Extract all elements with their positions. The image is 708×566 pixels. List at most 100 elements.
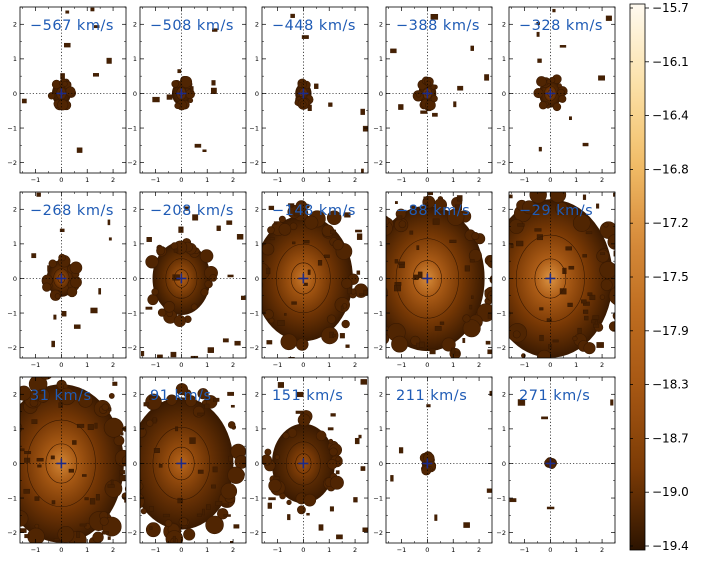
x-tick-label: −1	[397, 176, 407, 184]
x-tick-label: 2	[477, 361, 481, 369]
center-marker	[422, 458, 433, 469]
y-tick-label: 2	[13, 21, 17, 29]
y-tick-label: −1	[496, 494, 506, 502]
x-tick-label: −1	[273, 546, 283, 554]
y-tick-label: 1	[379, 425, 383, 433]
y-tick-label: 2	[13, 206, 17, 214]
y-tick-label: −1	[127, 494, 137, 502]
x-tick-label: 0	[59, 361, 63, 369]
channel-panel: −1 0 1 2 −2 −1 0 1 2 151 km/s	[249, 376, 369, 554]
y-tick-label: 2	[255, 206, 259, 214]
x-tick-label: 2	[231, 176, 235, 184]
y-tick-label: 1	[502, 425, 506, 433]
velocity-label: −29 km/s	[519, 203, 593, 219]
x-tick-label: 0	[179, 361, 183, 369]
x-tick-label: 0	[59, 176, 63, 184]
y-tick-label: 1	[502, 55, 506, 63]
x-tick-label: 0	[301, 361, 305, 369]
x-tick-label: 1	[85, 546, 89, 554]
channel-panel: −1 0 1 2 −2 −1 0 1 2 −148 km/s	[249, 191, 369, 369]
center-marker	[56, 273, 67, 284]
colorbar-tick-label: −19.0	[652, 485, 689, 499]
x-tick-label: 0	[425, 546, 429, 554]
y-tick-label: 1	[13, 55, 17, 63]
x-tick-label: 2	[353, 176, 357, 184]
velocity-label: −567 km/s	[30, 18, 114, 34]
y-tick-label: 1	[13, 240, 17, 248]
x-tick-label: −1	[397, 546, 407, 554]
x-tick-label: −1	[151, 176, 161, 184]
x-tick-label: 1	[451, 176, 455, 184]
y-tick-label: 1	[13, 425, 17, 433]
y-tick-label: 0	[255, 90, 259, 98]
channel-panel: −1 0 1 2 −2 −1 0 1 2 −448 km/s	[249, 6, 369, 184]
velocity-label: 211 km/s	[396, 388, 467, 404]
x-tick-label: 1	[574, 176, 578, 184]
y-tick-label: 0	[502, 275, 506, 283]
channel-panel: −1 0 1 2 −2 −1 0 1 2 −388 km/s	[373, 6, 493, 184]
colorbar-tick-label: −17.2	[652, 216, 689, 230]
x-tick-label: 2	[600, 361, 604, 369]
y-tick-label: 2	[379, 391, 383, 399]
y-tick-label: 1	[133, 55, 137, 63]
colorbar-gradient	[630, 4, 645, 550]
channel-panel: −1 0 1 2 −2 −1 0 1 2 −208 km/s	[127, 191, 247, 369]
x-tick-label: 1	[85, 176, 89, 184]
y-tick-label: 2	[502, 206, 506, 214]
channel-panel: −1 0 1 2 −2 −1 0 1 2 31 km/s	[7, 376, 127, 554]
channel-panel: −1 0 1 2 −2 −1 0 1 2 −29 km/s	[496, 191, 616, 369]
velocity-label: −208 km/s	[150, 203, 234, 219]
x-tick-label: 0	[425, 176, 429, 184]
y-tick-label: 1	[255, 240, 259, 248]
x-tick-label: 1	[574, 361, 578, 369]
channel-panel: −1 0 1 2 −2 −1 0 1 2 −328 km/s	[496, 6, 616, 184]
y-tick-label: 2	[502, 21, 506, 29]
y-tick-label: 1	[255, 425, 259, 433]
y-tick-label: −2	[496, 344, 506, 352]
x-tick-label: 1	[205, 176, 209, 184]
colorbar-tick-label: −16.4	[652, 109, 689, 123]
x-tick-label: 0	[548, 361, 552, 369]
x-tick-label: 0	[179, 176, 183, 184]
center-marker	[545, 458, 556, 469]
y-tick-label: −2	[373, 159, 383, 167]
y-tick-label: −2	[249, 159, 259, 167]
y-tick-label: 2	[133, 206, 137, 214]
x-tick-label: 2	[111, 176, 115, 184]
y-tick-label: −2	[127, 529, 137, 537]
y-tick-label: 0	[13, 90, 17, 98]
y-tick-label: −1	[7, 494, 17, 502]
x-tick-label: 0	[179, 546, 183, 554]
y-tick-label: −2	[7, 159, 17, 167]
y-tick-label: 0	[379, 460, 383, 468]
y-tick-label: −1	[7, 309, 17, 317]
channel-panels: −1 0 1 2 −2 −1 0 1 2 −567 km/s −1 0 1 2 −2 −1 0 1 2 −508 km…	[7, 6, 616, 554]
y-tick-label: −2	[7, 529, 17, 537]
y-tick-label: −1	[7, 124, 17, 132]
velocity-label: −268 km/s	[30, 203, 114, 219]
center-marker	[56, 458, 67, 469]
y-tick-label: −1	[127, 309, 137, 317]
x-tick-label: 1	[574, 546, 578, 554]
colorbar: −15.7 −16.1 −16.4 −16.8 −17.2 −17.5 −17.9 −18.3…	[629, 1, 689, 553]
x-tick-label: 0	[301, 176, 305, 184]
x-tick-label: 2	[600, 546, 604, 554]
y-tick-label: 1	[379, 240, 383, 248]
y-tick-label: −2	[127, 159, 137, 167]
velocity-label: −88 km/s	[396, 203, 470, 219]
channel-panel: −1 0 1 2 −2 −1 0 1 2 91 km/s	[127, 376, 247, 554]
x-tick-label: −1	[273, 176, 283, 184]
center-marker	[176, 88, 187, 99]
y-tick-label: −2	[127, 344, 137, 352]
y-tick-label: −1	[249, 124, 259, 132]
center-marker	[176, 273, 187, 284]
y-tick-label: −1	[496, 124, 506, 132]
channel-panel: −1 0 1 2 −2 −1 0 1 2 211 km/s	[373, 376, 493, 554]
x-tick-label: 0	[548, 546, 552, 554]
y-tick-label: 1	[133, 240, 137, 248]
x-tick-label: 0	[301, 546, 305, 554]
y-tick-label: 0	[379, 90, 383, 98]
x-tick-label: 2	[353, 546, 357, 554]
y-tick-label: 0	[133, 275, 137, 283]
x-tick-label: −1	[151, 361, 161, 369]
